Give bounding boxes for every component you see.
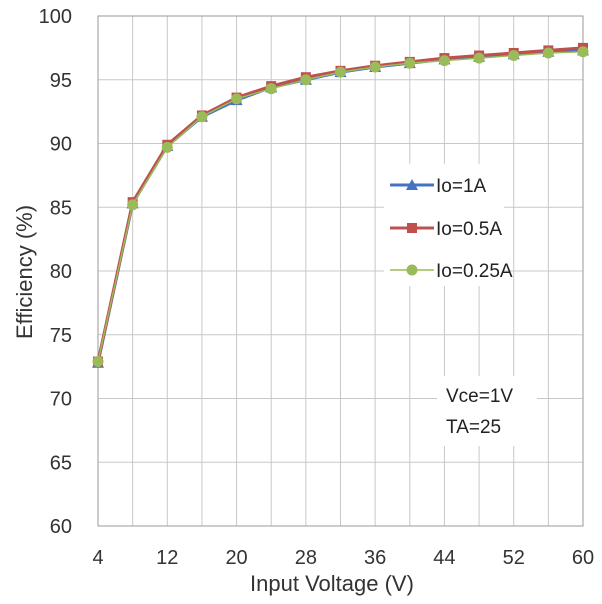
plot-area-border: [97, 15, 584, 527]
data-point: [369, 61, 381, 73]
data-point: [508, 50, 520, 62]
data-point: [92, 356, 104, 368]
legend-label: Io=0.5A: [436, 219, 502, 240]
legend-marker: [407, 223, 417, 233]
legend-label: Io=1A: [436, 176, 487, 197]
x-tick-label: 44: [433, 547, 455, 569]
annotation-vce: Vce=1V: [446, 386, 513, 407]
y-tick-label: 85: [50, 197, 72, 219]
y-tick-label: 60: [50, 516, 72, 538]
x-axis-tick-labels: 4 12 20 28 36 44 52 60: [92, 547, 594, 569]
data-point: [473, 52, 485, 64]
y-axis-tick-labels: 60 65 70 75 80 85 90 95 100: [39, 6, 72, 538]
legend-marker: [406, 264, 418, 276]
y-tick-label: 80: [50, 261, 72, 283]
legend-marker: [406, 179, 418, 190]
data-point: [265, 83, 277, 95]
x-tick-label: 36: [364, 547, 386, 569]
data-point: [335, 66, 346, 78]
legend-item: Io=1A: [390, 176, 487, 197]
annotation-ta: TA=25: [446, 417, 501, 438]
x-tick-label: 4: [92, 547, 103, 569]
data-point: [438, 55, 450, 67]
legend-item: Io=0.25A: [390, 261, 513, 282]
data-point: [404, 57, 416, 69]
data-series: [92, 42, 589, 368]
x-tick-label: 28: [295, 547, 317, 569]
y-axis-title: Efficiency (%): [12, 205, 37, 339]
series-3: [92, 46, 589, 368]
y-tick-label: 65: [50, 452, 72, 474]
data-point: [300, 74, 312, 86]
annotation-background: [437, 376, 537, 446]
data-point: [161, 141, 173, 153]
y-tick-label: 90: [50, 134, 72, 156]
data-point: [196, 111, 208, 123]
y-tick-label: 100: [39, 6, 72, 28]
x-tick-label: 52: [503, 547, 525, 569]
y-tick-label: 95: [50, 70, 72, 92]
data-point: [231, 93, 243, 105]
legend-label: Io=0.25A: [436, 261, 513, 282]
legend: Io=1A Io=0.5A Io=0.25A: [390, 176, 513, 282]
x-tick-label: 12: [156, 547, 178, 569]
data-point: [542, 47, 554, 59]
gridlines: [97, 15, 584, 527]
data-point: [127, 199, 139, 211]
y-tick-label: 70: [50, 389, 72, 411]
x-tick-label: 20: [225, 547, 247, 569]
x-tick-label: 60: [572, 547, 594, 569]
legend-item: Io=0.5A: [390, 219, 502, 240]
data-point: [577, 46, 589, 58]
x-axis-title: Input Voltage (V): [250, 571, 414, 596]
y-tick-label: 75: [50, 325, 72, 347]
